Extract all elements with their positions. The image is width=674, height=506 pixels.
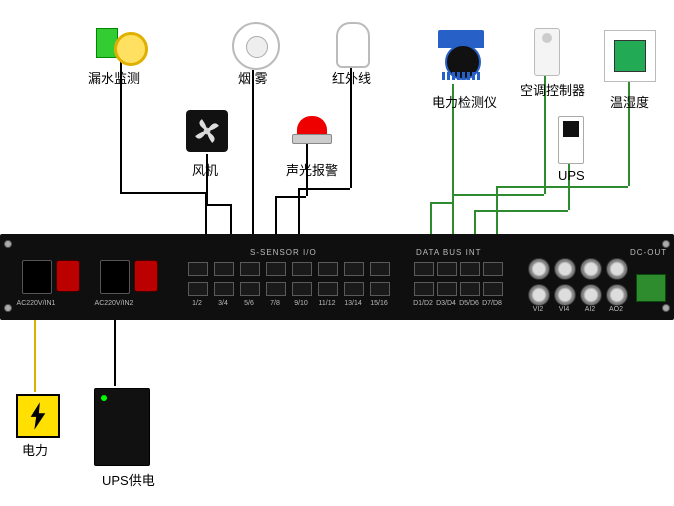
label-meter: 电力检测仪 bbox=[432, 92, 497, 111]
wire-pir-h bbox=[298, 188, 350, 190]
wire-meter-h bbox=[430, 202, 452, 204]
wire-alarm-h bbox=[275, 196, 306, 198]
sp-l2: 5/6 bbox=[238, 300, 260, 307]
wire-ac-h bbox=[452, 194, 544, 196]
wire-fan-h bbox=[206, 204, 230, 206]
diagram-stage: { "canvas":{"w":674,"h":506,"bg":"#fffff… bbox=[0, 0, 674, 506]
device-ups-small bbox=[558, 116, 584, 164]
wire-th-h bbox=[496, 186, 628, 188]
label-power: 电力 bbox=[22, 440, 48, 459]
iec-in1 bbox=[22, 260, 52, 294]
device-smoke bbox=[232, 22, 280, 70]
sp-l6: 13/14 bbox=[342, 300, 364, 307]
terminal-block bbox=[636, 274, 666, 302]
sp-l4: 9/10 bbox=[290, 300, 312, 307]
bnc-2 bbox=[554, 258, 576, 280]
label-pir: 红外线 bbox=[332, 68, 371, 87]
sp-l7: 15/16 bbox=[368, 300, 390, 307]
wire-ups-h bbox=[474, 210, 568, 212]
rack-unit: AC220V/IN1 AC220V/IN2 S-SENSOR I/O DATA … bbox=[0, 234, 674, 320]
iec-in2 bbox=[100, 260, 130, 294]
device-fan bbox=[186, 110, 228, 152]
bnc-l2: AI2 bbox=[578, 306, 602, 313]
iec1-label: AC220V/IN1 bbox=[14, 300, 58, 307]
sect-dcout: DC-OUT bbox=[630, 248, 667, 257]
sp-l1: 3/4 bbox=[212, 300, 234, 307]
bnc-4 bbox=[606, 258, 628, 280]
device-th bbox=[604, 30, 656, 82]
label-smoke: 烟 雾 bbox=[238, 68, 268, 87]
bnc-3 bbox=[580, 258, 602, 280]
label-alarm: 声光报警 bbox=[286, 160, 338, 179]
label-th: 温湿度 bbox=[610, 92, 649, 111]
device-alarm bbox=[292, 116, 332, 144]
device-power bbox=[16, 394, 60, 438]
bnc-l1: VI4 bbox=[552, 306, 576, 313]
label-fan: 风机 bbox=[192, 160, 218, 179]
label-leak: 漏水监测 bbox=[88, 68, 140, 87]
device-ups-big bbox=[94, 388, 150, 466]
bnc-5 bbox=[528, 284, 550, 306]
bnc-7 bbox=[580, 284, 602, 306]
label-ac: 空调控制器 bbox=[520, 80, 585, 99]
dp-l3: D7/D8 bbox=[477, 300, 507, 307]
bnc-l3: AO2 bbox=[604, 306, 628, 313]
sp-l0: 1/2 bbox=[186, 300, 208, 307]
wire-leak-h bbox=[120, 192, 205, 194]
label-ups-small: UPS bbox=[558, 168, 585, 183]
wire-smoke-v bbox=[252, 70, 254, 258]
bnc-1 bbox=[528, 258, 550, 280]
bnc-l0: VI2 bbox=[526, 306, 550, 313]
rocker-1 bbox=[56, 260, 80, 292]
bnc-8 bbox=[606, 284, 628, 306]
sect-data: DATA BUS INT bbox=[416, 248, 482, 257]
device-pir bbox=[336, 22, 370, 68]
sp-l5: 11/12 bbox=[316, 300, 338, 307]
rocker-2 bbox=[134, 260, 158, 292]
wire-upsb-v bbox=[114, 320, 116, 386]
device-ac bbox=[534, 28, 560, 76]
device-meter bbox=[438, 30, 484, 80]
bnc-6 bbox=[554, 284, 576, 306]
sp-l3: 7/8 bbox=[264, 300, 286, 307]
wire-power-v bbox=[34, 320, 36, 392]
sect-sensor: S-SENSOR I/O bbox=[250, 248, 317, 257]
iec2-label: AC220V/IN2 bbox=[92, 300, 136, 307]
label-ups-big: UPS供电 bbox=[102, 470, 155, 489]
